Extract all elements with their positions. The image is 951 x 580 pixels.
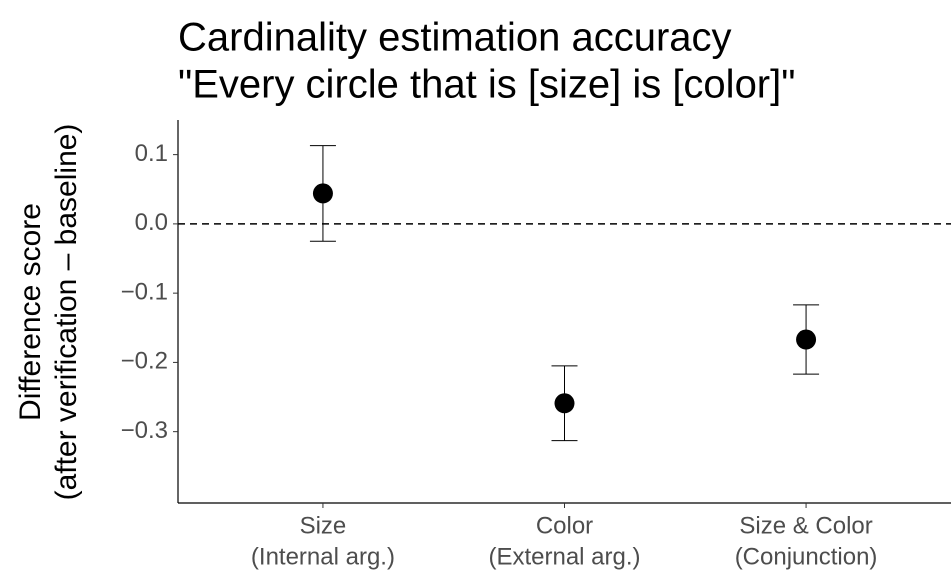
point [554, 393, 575, 414]
y-axis-label-line: Difference score [14, 203, 47, 421]
x-tick-label: (External arg.) [488, 543, 640, 570]
point [312, 183, 333, 204]
y-axis-label: Difference score (after verification – b… [14, 124, 83, 501]
y-tick-label: −0.1 [121, 278, 168, 305]
x-tick-label: Color [536, 512, 593, 539]
x-tick-label: Size [300, 512, 347, 539]
y-tick-label: −0.2 [121, 348, 168, 375]
chart-title: Cardinality estimation accuracy [178, 16, 732, 60]
y-axis-label-line: (after verification – baseline) [50, 124, 83, 501]
chart-title: "Every circle that is [size] is [color]" [178, 63, 795, 107]
x-tick-label: (Conjunction) [735, 543, 878, 570]
y-tick-label: 0.1 [135, 140, 168, 167]
point [796, 329, 817, 350]
x-tick-label: (Internal arg.) [251, 543, 395, 570]
x-tick-label: Size & Color [739, 512, 872, 539]
y-tick-label: −0.3 [121, 417, 168, 444]
y-tick-label: 0.0 [135, 209, 168, 236]
